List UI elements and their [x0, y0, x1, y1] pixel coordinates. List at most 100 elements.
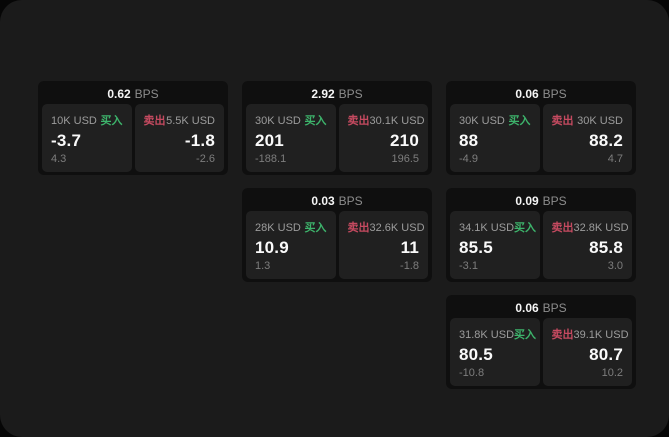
quote-card: 0.03 BPS 28K USD 买入 10.9 1.3 卖出 32.6K US… [242, 188, 432, 282]
buy-price: 80.5 [459, 344, 493, 364]
quote-card: 2.92 BPS 30K USD 买入 201 -188.1 卖出 30.1K … [242, 81, 432, 175]
bps-unit-label: BPS [542, 193, 567, 208]
quote-panels: 30K USD 买入 88 -4.9 卖出 30K USD 88.2 4.7 [446, 104, 636, 175]
buy-amount: 30K USD [459, 115, 505, 127]
buy-change: -10.8 [459, 366, 485, 379]
spread-bps-value: 0.09 [515, 193, 539, 208]
buy-panel[interactable]: 10K USD 买入 -3.7 4.3 [42, 104, 132, 172]
card-header: 0.06 BPS [446, 295, 636, 318]
sell-amount: 30K USD [577, 115, 623, 127]
sell-change: 196.5 [391, 152, 419, 165]
buy-top-row: 30K USD 买入 [459, 112, 531, 128]
sell-panel[interactable]: 卖出 5.5K USD -1.8 -2.6 [134, 104, 224, 172]
buy-amount: 28K USD [255, 222, 301, 234]
buy-amount: 30K USD [255, 115, 301, 127]
buy-change: -188.1 [255, 152, 287, 165]
spread-bps-value: 2.92 [311, 86, 335, 101]
sell-panel[interactable]: 卖出 30K USD 88.2 4.7 [542, 104, 632, 172]
sell-side-label: 卖出 [143, 115, 166, 127]
bps-unit-label: BPS [134, 86, 159, 101]
quote-card: 0.62 BPS 10K USD 买入 -3.7 4.3 卖出 5.5K USD… [38, 81, 228, 175]
buy-top-row: 28K USD 买入 [255, 219, 327, 235]
quote-panels: 28K USD 买入 10.9 1.3 卖出 32.6K USD 11 -1.8 [242, 211, 432, 282]
buy-top-row: 30K USD 买入 [255, 112, 327, 128]
buy-top-row: 10K USD 买入 [51, 112, 123, 128]
sell-side-label: 卖出 [347, 115, 370, 127]
buy-panel[interactable]: 31.8K USD 买入 80.5 -10.8 [450, 318, 540, 386]
buy-panel[interactable]: 28K USD 买入 10.9 1.3 [246, 211, 336, 279]
buy-amount: 10K USD [51, 115, 97, 127]
sell-change: -1.8 [400, 259, 419, 272]
sell-top-row: 卖出 32.8K USD [551, 219, 629, 235]
card-header: 0.62 BPS [38, 81, 228, 104]
sell-top-row: 卖出 32.6K USD [347, 219, 425, 235]
bps-unit-label: BPS [542, 86, 567, 101]
buy-price: -3.7 [51, 130, 82, 150]
sell-side-label: 卖出 [551, 329, 574, 341]
bps-unit-label: BPS [338, 86, 363, 101]
spread-bps-value: 0.06 [515, 86, 539, 101]
buy-price: 10.9 [255, 237, 289, 257]
sell-change: 4.7 [607, 152, 623, 165]
quote-panels: 34.1K USD 买入 85.5 -3.1 卖出 32.8K USD 85.8… [446, 211, 636, 282]
buy-price: 85.5 [459, 237, 493, 257]
sell-price: 80.7 [589, 344, 623, 364]
buy-price: 201 [255, 130, 284, 150]
quote-card: 0.09 BPS 34.1K USD 买入 85.5 -3.1 卖出 32.8K… [446, 188, 636, 282]
buy-amount: 31.8K USD [459, 329, 515, 341]
sell-amount: 5.5K USD [166, 115, 215, 127]
buy-side-label: 买入 [514, 329, 537, 341]
spread-bps-value: 0.03 [311, 193, 335, 208]
sell-price: 210 [390, 130, 419, 150]
buy-change: -3.1 [459, 259, 478, 272]
bps-unit-label: BPS [542, 300, 567, 315]
sell-price: 88.2 [589, 130, 623, 150]
quotes-grid: 0.62 BPS 10K USD 买入 -3.7 4.3 卖出 5.5K USD… [38, 81, 636, 389]
card-header: 2.92 BPS [242, 81, 432, 104]
sell-amount: 32.8K USD [573, 222, 629, 234]
sell-top-row: 卖出 30K USD [552, 112, 624, 128]
sell-price: 85.8 [589, 237, 623, 257]
sell-change: 10.2 [601, 366, 623, 379]
spread-bps-value: 0.62 [107, 86, 131, 101]
buy-top-row: 34.1K USD 买入 [459, 219, 536, 235]
quote-panels: 30K USD 买入 201 -188.1 卖出 30.1K USD 210 1… [242, 104, 432, 175]
buy-side-label: 买入 [508, 115, 531, 127]
buy-panel[interactable]: 30K USD 买入 88 -4.9 [450, 104, 540, 172]
sell-change: 3.0 [607, 259, 623, 272]
sell-panel[interactable]: 卖出 30.1K USD 210 196.5 [338, 104, 428, 172]
buy-panel[interactable]: 30K USD 买入 201 -188.1 [246, 104, 336, 172]
sell-panel[interactable]: 卖出 39.1K USD 80.7 10.2 [542, 318, 632, 386]
buy-panel[interactable]: 34.1K USD 买入 85.5 -3.1 [450, 211, 540, 279]
buy-amount: 34.1K USD [459, 222, 515, 234]
buy-side-label: 买入 [100, 115, 123, 127]
quote-panels: 10K USD 买入 -3.7 4.3 卖出 5.5K USD -1.8 -2.… [38, 104, 228, 175]
card-header: 0.06 BPS [446, 81, 636, 104]
buy-top-row: 31.8K USD 买入 [459, 326, 536, 342]
sell-side-label: 卖出 [551, 115, 574, 127]
buy-side-label: 买入 [304, 115, 327, 127]
buy-price: 88 [459, 130, 479, 150]
sell-price: -1.8 [184, 130, 215, 150]
sell-amount: 39.1K USD [573, 329, 629, 341]
sell-top-row: 卖出 30.1K USD [347, 112, 425, 128]
quote-card: 0.06 BPS 31.8K USD 买入 80.5 -10.8 卖出 39.1… [446, 295, 636, 389]
sell-side-label: 卖出 [551, 222, 574, 234]
sell-amount: 30.1K USD [369, 115, 425, 127]
spread-bps-value: 0.06 [515, 300, 539, 315]
sell-top-row: 卖出 39.1K USD [551, 326, 629, 342]
sell-change: -2.6 [196, 152, 215, 165]
sell-amount: 32.6K USD [369, 222, 425, 234]
sell-panel[interactable]: 卖出 32.6K USD 11 -1.8 [338, 211, 428, 279]
buy-change: 4.3 [51, 152, 67, 165]
buy-side-label: 买入 [514, 222, 537, 234]
card-header: 0.03 BPS [242, 188, 432, 211]
sell-side-label: 卖出 [347, 222, 370, 234]
bps-unit-label: BPS [338, 193, 363, 208]
buy-change: 1.3 [255, 259, 271, 272]
card-header: 0.09 BPS [446, 188, 636, 211]
quote-panels: 31.8K USD 买入 80.5 -10.8 卖出 39.1K USD 80.… [446, 318, 636, 389]
buy-side-label: 买入 [304, 222, 327, 234]
sell-panel[interactable]: 卖出 32.8K USD 85.8 3.0 [542, 211, 632, 279]
